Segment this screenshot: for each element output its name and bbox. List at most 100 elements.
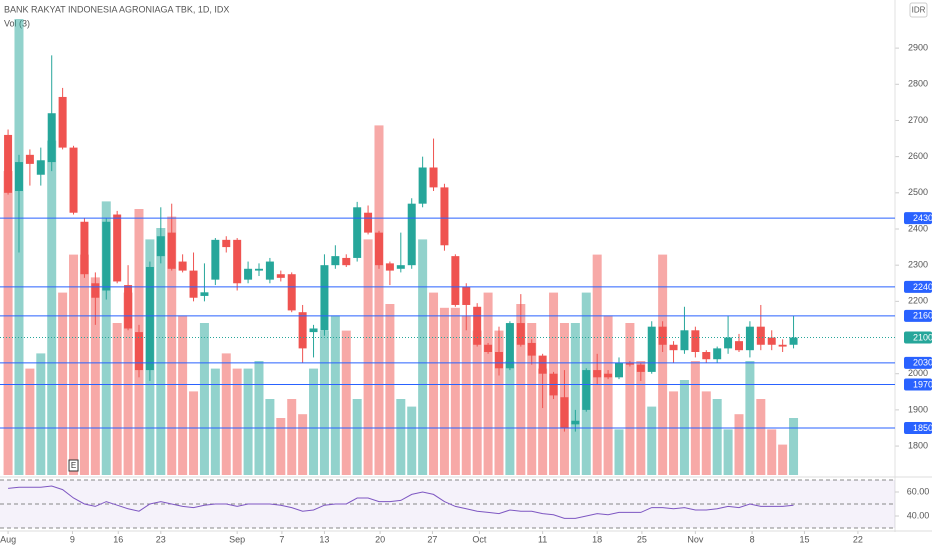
candle-body	[691, 330, 700, 352]
volume-bar	[112, 323, 122, 475]
level-label: 1970	[913, 379, 932, 389]
volume-bar	[25, 368, 35, 475]
volume-bar	[79, 254, 89, 475]
volume-bar	[189, 391, 199, 475]
currency-box	[909, 2, 928, 18]
y-tick-label: 2000	[908, 368, 928, 378]
candle-body	[396, 265, 405, 269]
rsi-tick-label: 40.00	[907, 510, 930, 520]
candle-body	[680, 330, 689, 351]
last-price-tag	[904, 331, 932, 344]
x-tick-label: 15	[799, 534, 809, 544]
candle-body	[102, 221, 111, 291]
x-tick-label: Sep	[229, 534, 245, 544]
volume-bar	[69, 254, 79, 475]
candle-body	[265, 261, 274, 280]
level-tag	[904, 280, 932, 293]
candle-body	[374, 232, 383, 266]
candle-body	[276, 274, 285, 278]
volume-bar	[636, 361, 646, 475]
x-tick-label: 8	[750, 534, 755, 544]
x-tick-label: 27	[427, 534, 437, 544]
level-tag	[904, 378, 932, 391]
candle-body	[625, 362, 634, 365]
volume-bar	[505, 361, 515, 475]
x-tick-label: 23	[156, 534, 166, 544]
candle-body	[244, 268, 253, 280]
x-tick-label: 7	[279, 534, 284, 544]
candle-body	[604, 373, 613, 378]
volume-bar	[385, 304, 395, 475]
x-tick-label: 9	[70, 534, 75, 544]
candle-body	[462, 286, 471, 305]
candle-body	[614, 362, 623, 378]
candle-body	[484, 344, 493, 352]
volume-bar	[319, 330, 329, 475]
y-tick-label: 1800	[908, 440, 928, 450]
chart-title: BANK RAKYAT INDONESIA AGRONIAGA TBK, 1D,…	[4, 4, 229, 14]
volume-bar	[298, 414, 308, 475]
candle-body	[505, 323, 514, 369]
volume-bar	[243, 368, 253, 475]
volume-bar	[723, 429, 733, 475]
volume-bar	[516, 304, 526, 475]
candle-body	[571, 420, 580, 425]
candle-body	[298, 312, 307, 349]
candle-body	[69, 147, 78, 213]
volume-bar	[712, 399, 722, 475]
volume-bar	[352, 399, 362, 475]
candle-body	[211, 239, 220, 280]
volume-bar	[625, 323, 635, 475]
x-tick-label: 18	[592, 534, 602, 544]
volume-bar	[47, 140, 57, 475]
volume-bar	[276, 418, 286, 475]
level-tag	[904, 212, 932, 225]
level-label: 1850	[913, 423, 932, 433]
candle-body	[254, 268, 263, 271]
candle-body	[200, 292, 209, 296]
candle-body	[418, 167, 427, 204]
candle-body	[724, 337, 733, 349]
candle-body	[14, 162, 23, 192]
volume-bar	[538, 368, 548, 475]
candle-body	[669, 344, 678, 351]
candle-body	[407, 203, 416, 266]
volume-bar	[36, 353, 46, 475]
volume-bar	[494, 330, 504, 475]
volume-bar	[265, 399, 275, 475]
candle-body	[113, 214, 122, 282]
candle-body	[713, 348, 722, 360]
candle-body	[233, 239, 242, 284]
candle-body	[647, 326, 656, 372]
volume-bar	[199, 323, 209, 475]
candle-body	[58, 96, 67, 148]
volume-bar	[178, 315, 188, 475]
volume-bar	[374, 125, 384, 476]
volume-bar	[472, 330, 482, 475]
candle-body	[385, 263, 394, 271]
volume-bar	[101, 201, 111, 475]
y-tick-label: 1900	[908, 404, 928, 414]
candle-body	[222, 239, 231, 248]
candle-body	[767, 337, 776, 345]
x-tick-label: 25	[637, 534, 647, 544]
last-price-label: 2100	[913, 332, 932, 342]
volume-bar	[429, 292, 439, 475]
volume-bar	[789, 418, 799, 475]
volume-bar	[614, 429, 624, 475]
candle-body	[287, 274, 296, 311]
y-tick-label: 2800	[908, 79, 928, 89]
volume-bar	[221, 353, 231, 475]
candle-body	[364, 212, 373, 233]
candle-body	[178, 261, 187, 271]
candle-body	[582, 370, 591, 410]
event-marker-box	[68, 459, 79, 472]
volume-bar	[756, 399, 766, 475]
candle-body	[527, 342, 536, 356]
candle-body	[342, 257, 351, 266]
volume-bar	[90, 277, 100, 475]
level-label: 2240	[913, 282, 932, 292]
y-tick-label: 2300	[908, 260, 928, 270]
candle-body	[36, 160, 45, 175]
